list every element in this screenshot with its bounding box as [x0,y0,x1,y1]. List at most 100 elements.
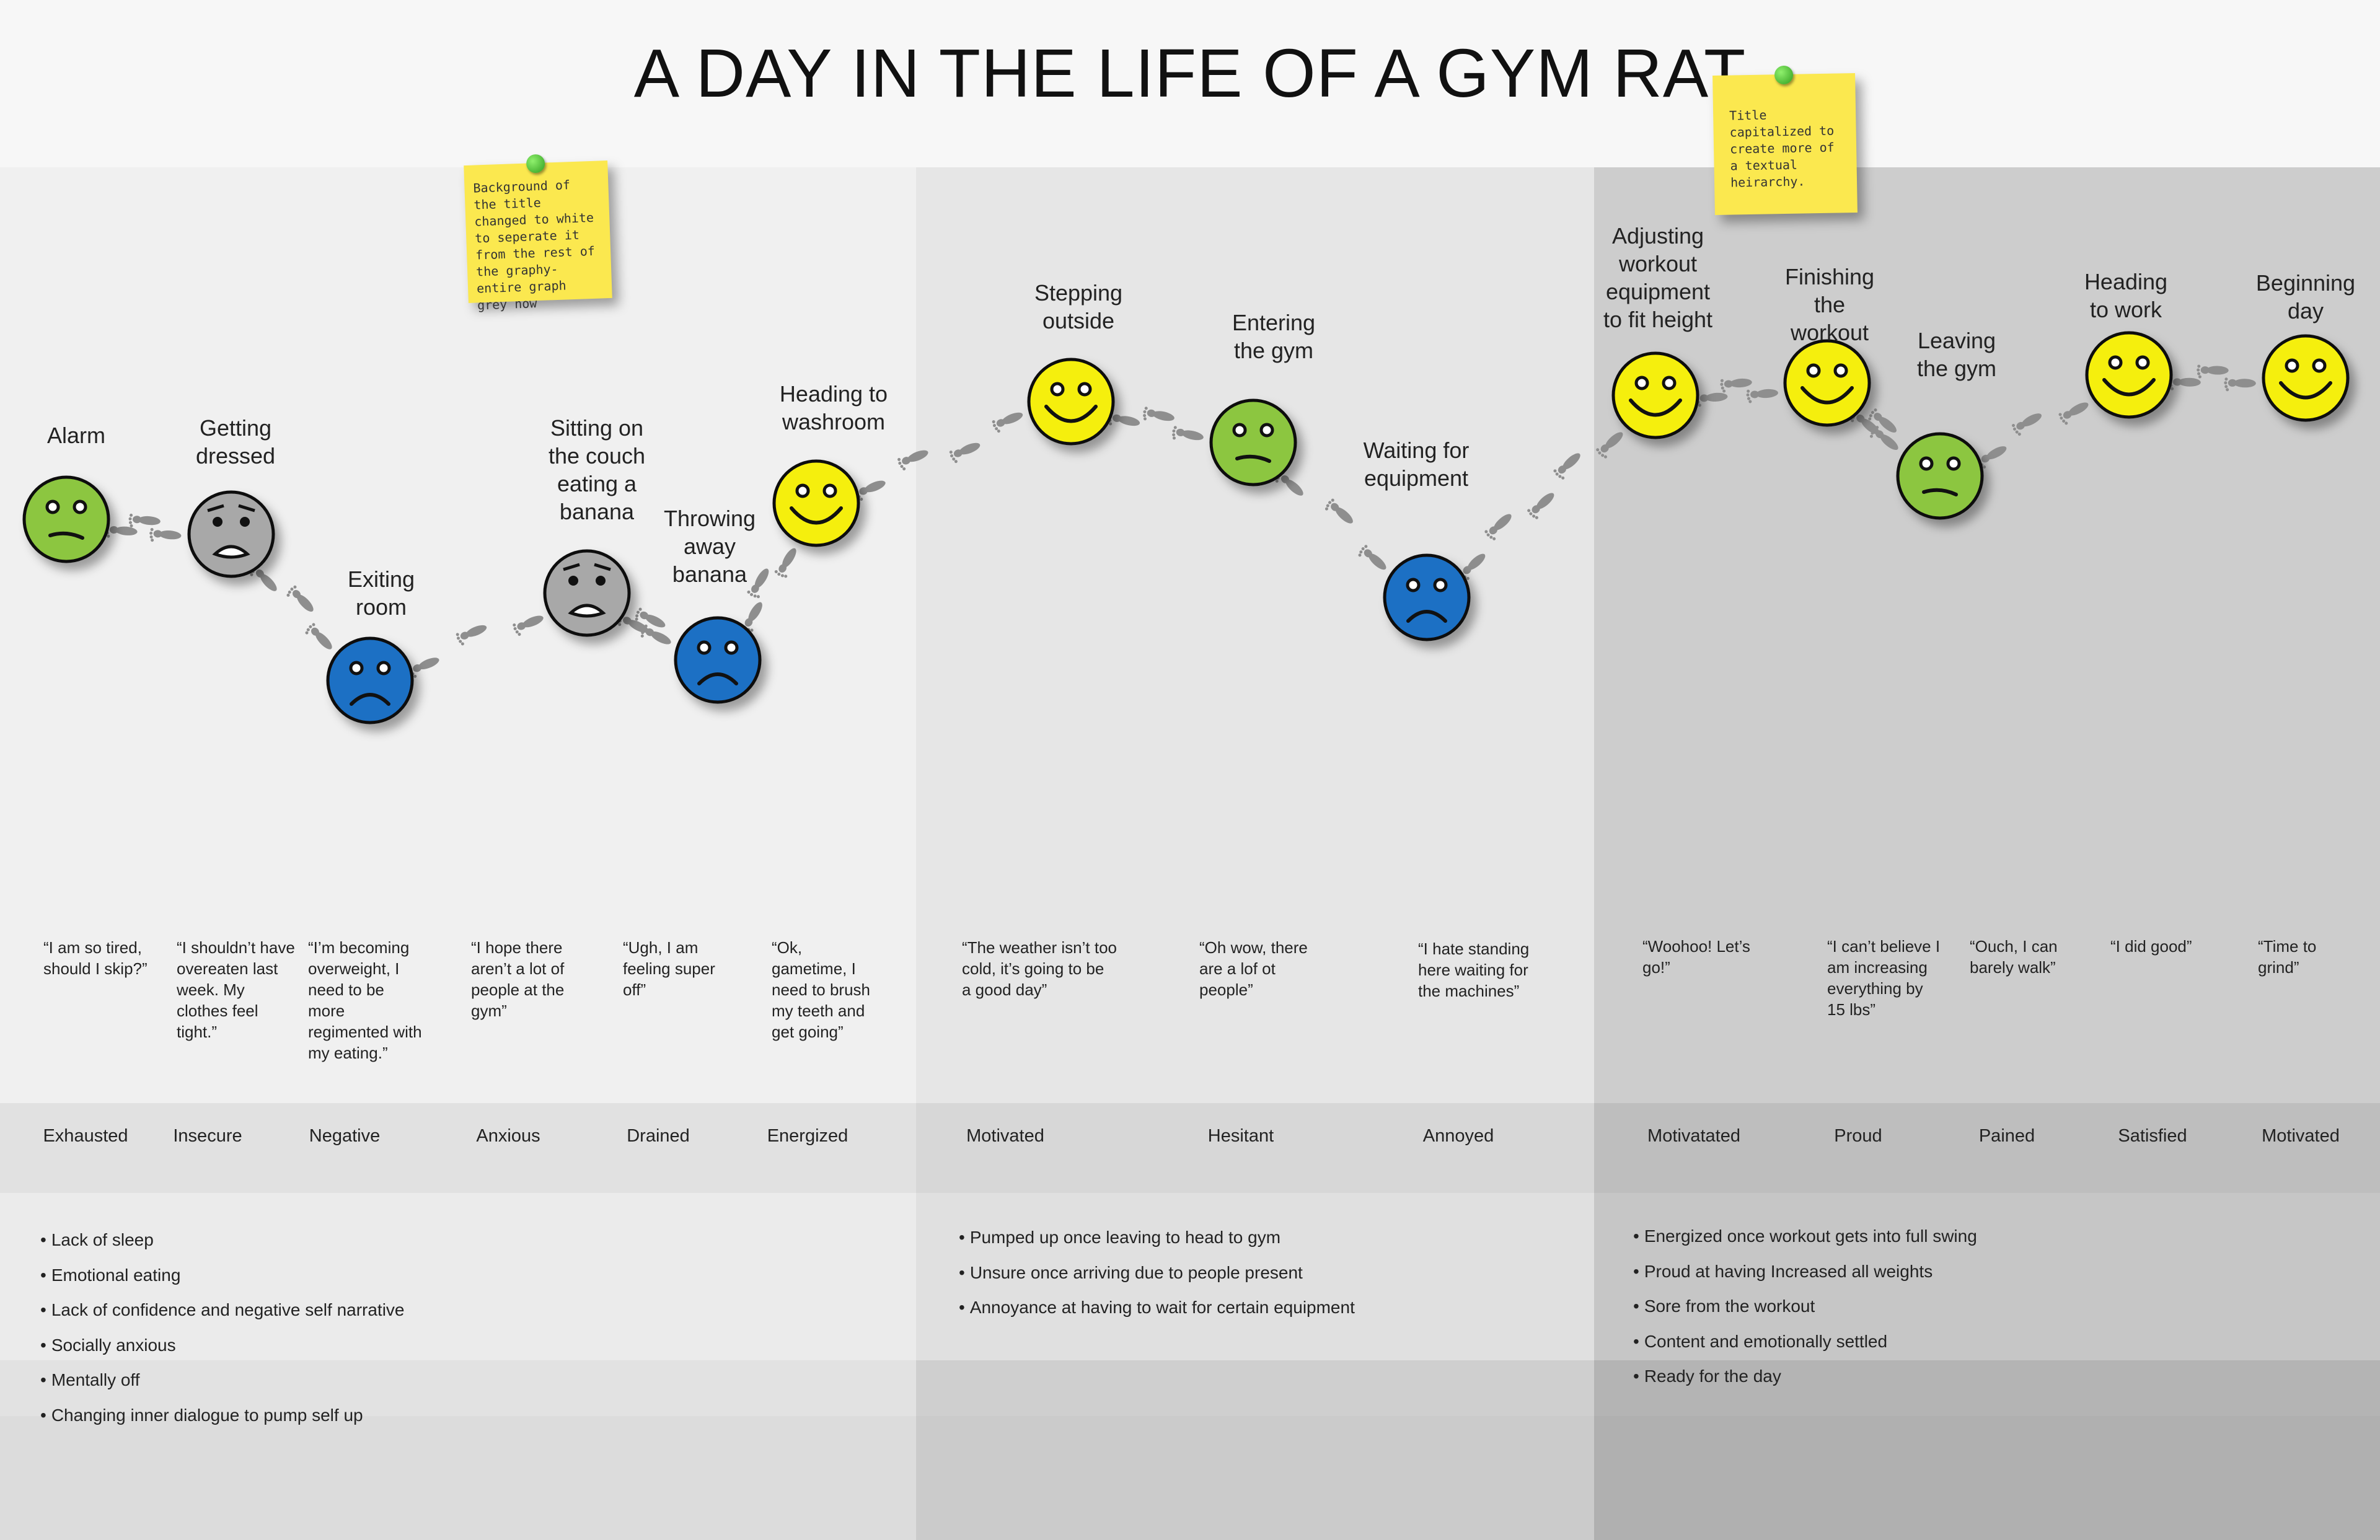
face-mouth [1800,386,1854,405]
footprint-icon [305,623,332,649]
footprint-icon [1696,392,1728,407]
face-couch-banana-anxious-icon [543,549,631,637]
footprint-icon [2169,376,2201,390]
emotion-couch-banana: Anxious [476,1126,540,1146]
quote-alarm: “I am so tired, should I skip?” [43,938,148,978]
face-eye [1232,423,1247,438]
footprint-icon [1484,514,1512,540]
emotion-entering-gym: Hesitant [1207,1126,1274,1146]
stage-label-finishing-workout: Finishing the workout [1784,264,1875,345]
footprint-icon [747,568,769,599]
footprint-icon [286,585,314,612]
insight-item: Annoyance at having to wait for certain … [959,1290,1355,1326]
footprint-icon [1143,407,1175,421]
footprint-icon [2224,377,2256,392]
footprint-icon [456,625,487,646]
footprint-icon [774,548,796,578]
face-leaving-gym-neutral-icon [1896,432,1984,520]
face-eye [349,661,364,675]
quote-washroom: “Ok, gametime, I need to brush my teeth … [772,938,871,1041]
face-brow [594,563,611,571]
face-eye [1077,382,1092,397]
quote-finishing-workout: “I can’t believe I am increasing everyth… [1827,937,1941,1019]
face-getting-dressed-anxious-icon [187,490,275,578]
face-circle [2262,334,2350,422]
face-mouth [1406,610,1447,623]
face-entering-gym-neutral-icon [1209,398,1297,486]
sticky-note-text: Title capitalized to create more of a te… [1729,107,1835,190]
face-mouth [1629,398,1682,417]
insight-item: Lack of confidence and negative self nar… [40,1293,405,1328]
face-eye [2108,355,2123,370]
footstep-path [105,364,2256,678]
face-mouth [1044,405,1098,423]
face-mouth [697,672,738,685]
footprint-icon [1358,545,1386,570]
face-eye [213,517,223,527]
face-brow [238,504,255,513]
footprint-icon [949,442,981,464]
quote-leaving-gym: “Ouch, I can barely walk” [1970,937,2058,977]
emotion-throwing-banana: Drained [627,1126,690,1146]
face-eye [1050,382,1065,397]
face-eye [1833,363,1848,378]
face-eye [697,640,712,655]
face-eye [240,517,250,527]
footprint-icon [2012,413,2042,436]
footprint-icon [2058,402,2089,425]
quote-heading-work: “I did good” [2110,937,2192,956]
face-heading-work-happy-icon [2085,331,2173,419]
face-eye [1662,376,1677,390]
stage-label-exiting-room: Exiting room [347,566,415,620]
emotion-adjusting-equipment: Motivatated [1647,1126,1740,1146]
face-group [22,331,2350,724]
face-eye [795,483,810,498]
face-mouth [212,545,250,559]
stage-label-adjusting-equipment: Adjusting workout equipment to fit heigh… [1603,223,1713,332]
face-eye [2135,355,2150,370]
face-eye [1634,376,1649,390]
quote-throwing-banana: “Ugh, I am feeling super off” [623,938,715,999]
face-stepping-outside-happy-icon [1027,358,1115,446]
pushpin-icon [1774,65,1794,85]
face-circle [543,549,631,637]
footprint-icon [635,607,666,628]
journey-map [22,331,2350,724]
insight-item: Changing inner dialogue to pump self up [40,1398,405,1433]
stage-label-alarm: Alarm [46,423,105,448]
face-eye [568,576,578,586]
stage-label-couch-banana: Sitting on the couch eating a banana [548,415,646,524]
footprint-icon [105,524,138,538]
face-eye [1259,423,1274,438]
face-mouth [790,506,843,525]
footprint-icon [513,615,544,636]
insight-item: Sore from the workout [1633,1289,1977,1324]
emotion-beginning-day: Motivated [2262,1126,2340,1146]
insights-list-phase-3: Energized once workout gets into full sw… [1633,1219,1977,1394]
face-eye [1946,456,1961,471]
emotion-alarm: Exhausted [43,1126,128,1146]
quote-getting-dressed: “I shouldn’t have overeaten last week. M… [177,938,295,1041]
insight-item: Proud at having Increased all weights [1633,1254,1977,1290]
footprint-icon [1720,378,1752,393]
face-circle [187,490,275,578]
face-eye [1919,456,1934,471]
emotion-heading-work: Satisfied [2118,1126,2187,1146]
footprint-icon [128,513,161,527]
face-circle [1896,432,1984,520]
insights-list-phase-1: Lack of sleep Emotional eating Lack of c… [40,1223,405,1433]
footprint-icon [1527,493,1554,519]
stage-label-beginning-day: Beginning day [2255,270,2356,323]
face-eye [73,499,87,514]
face-eye [596,576,606,586]
emotion-washroom: Energized [767,1126,848,1146]
footprint-icon [1868,408,1897,433]
face-mouth [2279,381,2332,400]
stage-label-getting-dressed: Getting dressed [195,415,276,469]
insights-list-phase-2: Pumped up once leaving to head to gym Un… [959,1220,1355,1326]
face-circle [772,459,860,547]
face-eye [1806,363,1821,378]
emotion-row-band [0,1103,2380,1193]
face-mouth [568,604,606,618]
insight-item: Emotional eating [40,1258,405,1293]
